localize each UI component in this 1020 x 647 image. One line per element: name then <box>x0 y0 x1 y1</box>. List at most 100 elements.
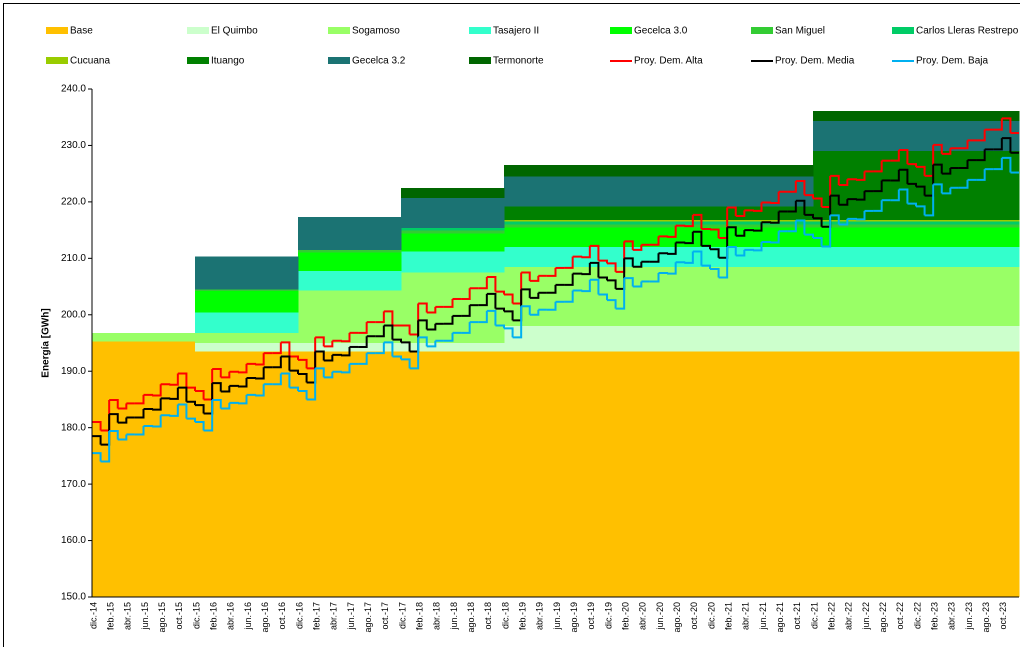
area-segment <box>495 351 505 597</box>
demand-line <box>195 421 205 431</box>
area-segment <box>323 249 333 253</box>
area-segment <box>521 266 531 327</box>
demand-line <box>589 244 600 261</box>
demand-line <box>821 215 832 248</box>
area-segment <box>366 343 376 352</box>
area-segment <box>950 224 960 228</box>
demand-line <box>246 376 257 379</box>
area-segment <box>847 326 857 352</box>
area-segment <box>289 289 299 292</box>
demand-line <box>220 402 231 410</box>
area-segment <box>847 219 857 222</box>
area-segment <box>752 227 763 248</box>
area-segment <box>572 221 582 225</box>
area-segment <box>469 197 479 228</box>
area-segment <box>469 230 479 234</box>
area-segment <box>486 197 497 228</box>
area-segment <box>649 176 660 207</box>
area-segment <box>229 351 239 597</box>
area-segment <box>564 326 574 352</box>
area-segment <box>229 256 239 290</box>
area-segment <box>984 224 994 228</box>
area-segment <box>632 165 642 177</box>
area-segment <box>426 197 436 228</box>
area-segment <box>967 247 977 267</box>
demand-line <box>109 413 119 423</box>
area-segment <box>358 290 368 343</box>
x-tick-label: feb.-18 <box>415 602 425 630</box>
area-segment <box>589 165 600 177</box>
demand-line <box>332 339 342 342</box>
area-segment <box>787 224 797 228</box>
area-segment <box>830 247 840 267</box>
area-segment <box>572 176 582 207</box>
area-segment <box>658 221 668 225</box>
area-segment <box>795 206 806 220</box>
area-segment <box>778 227 788 248</box>
x-tick-label: abr.-22 <box>844 602 854 630</box>
area-segment <box>735 227 745 248</box>
area-segment <box>1010 247 1020 267</box>
area-segment <box>855 221 866 225</box>
area-segment <box>358 252 368 271</box>
area-segment <box>109 341 119 597</box>
area-segment <box>581 176 591 207</box>
area-segment <box>821 351 831 597</box>
area-segment <box>624 176 634 207</box>
x-tick-label: jun.-15 <box>140 602 150 631</box>
area-segment <box>461 233 471 252</box>
demand-line <box>109 399 119 409</box>
area-segment <box>770 176 780 207</box>
area-segment <box>598 247 608 267</box>
area-segment <box>280 351 291 597</box>
area-segment <box>289 312 299 333</box>
area-segment <box>409 251 419 273</box>
area-segment <box>598 326 608 352</box>
area-segment <box>984 121 994 152</box>
demand-line <box>873 180 883 193</box>
demand-line <box>229 384 239 387</box>
area-segment <box>323 351 333 597</box>
demand-line <box>443 315 454 325</box>
demand-line <box>92 452 102 462</box>
area-segment <box>246 351 256 597</box>
area-segment <box>452 251 462 273</box>
area-segment <box>169 341 179 597</box>
demand-line <box>795 219 806 235</box>
x-tick-label: abr.-18 <box>432 602 442 630</box>
area-segment <box>220 289 230 292</box>
area-segment <box>212 343 222 352</box>
area-segment <box>890 351 900 597</box>
area-segment <box>830 111 840 122</box>
area-segment <box>907 151 917 220</box>
area-segment <box>898 326 909 352</box>
area-segment <box>323 217 333 250</box>
demand-line <box>512 306 523 339</box>
area-segment <box>632 206 642 220</box>
area-segment <box>950 351 960 597</box>
area-segment <box>572 326 582 352</box>
area-segment <box>512 351 522 597</box>
area-segment <box>615 221 625 225</box>
area-segment <box>495 227 505 231</box>
area-segment <box>847 224 857 228</box>
area-segment <box>873 111 883 122</box>
area-segment <box>237 351 248 597</box>
area-segment <box>761 266 771 327</box>
area-segment <box>375 270 385 291</box>
area-segment <box>255 332 265 343</box>
legend-label: Sogamoso <box>352 26 400 37</box>
area-segment <box>375 343 385 352</box>
area-segment <box>589 266 600 327</box>
area-segment <box>1010 351 1020 597</box>
area-segment <box>967 121 977 152</box>
area-segment <box>418 251 428 273</box>
area-segment <box>607 165 617 177</box>
area-segment <box>212 351 222 597</box>
demand-line <box>461 322 471 334</box>
x-tick-label: jun.-16 <box>243 602 253 631</box>
legend-label: Proy. Dem. Media <box>775 56 855 67</box>
area-segment <box>435 351 445 597</box>
area-segment <box>667 221 677 225</box>
area-segment <box>701 227 711 248</box>
